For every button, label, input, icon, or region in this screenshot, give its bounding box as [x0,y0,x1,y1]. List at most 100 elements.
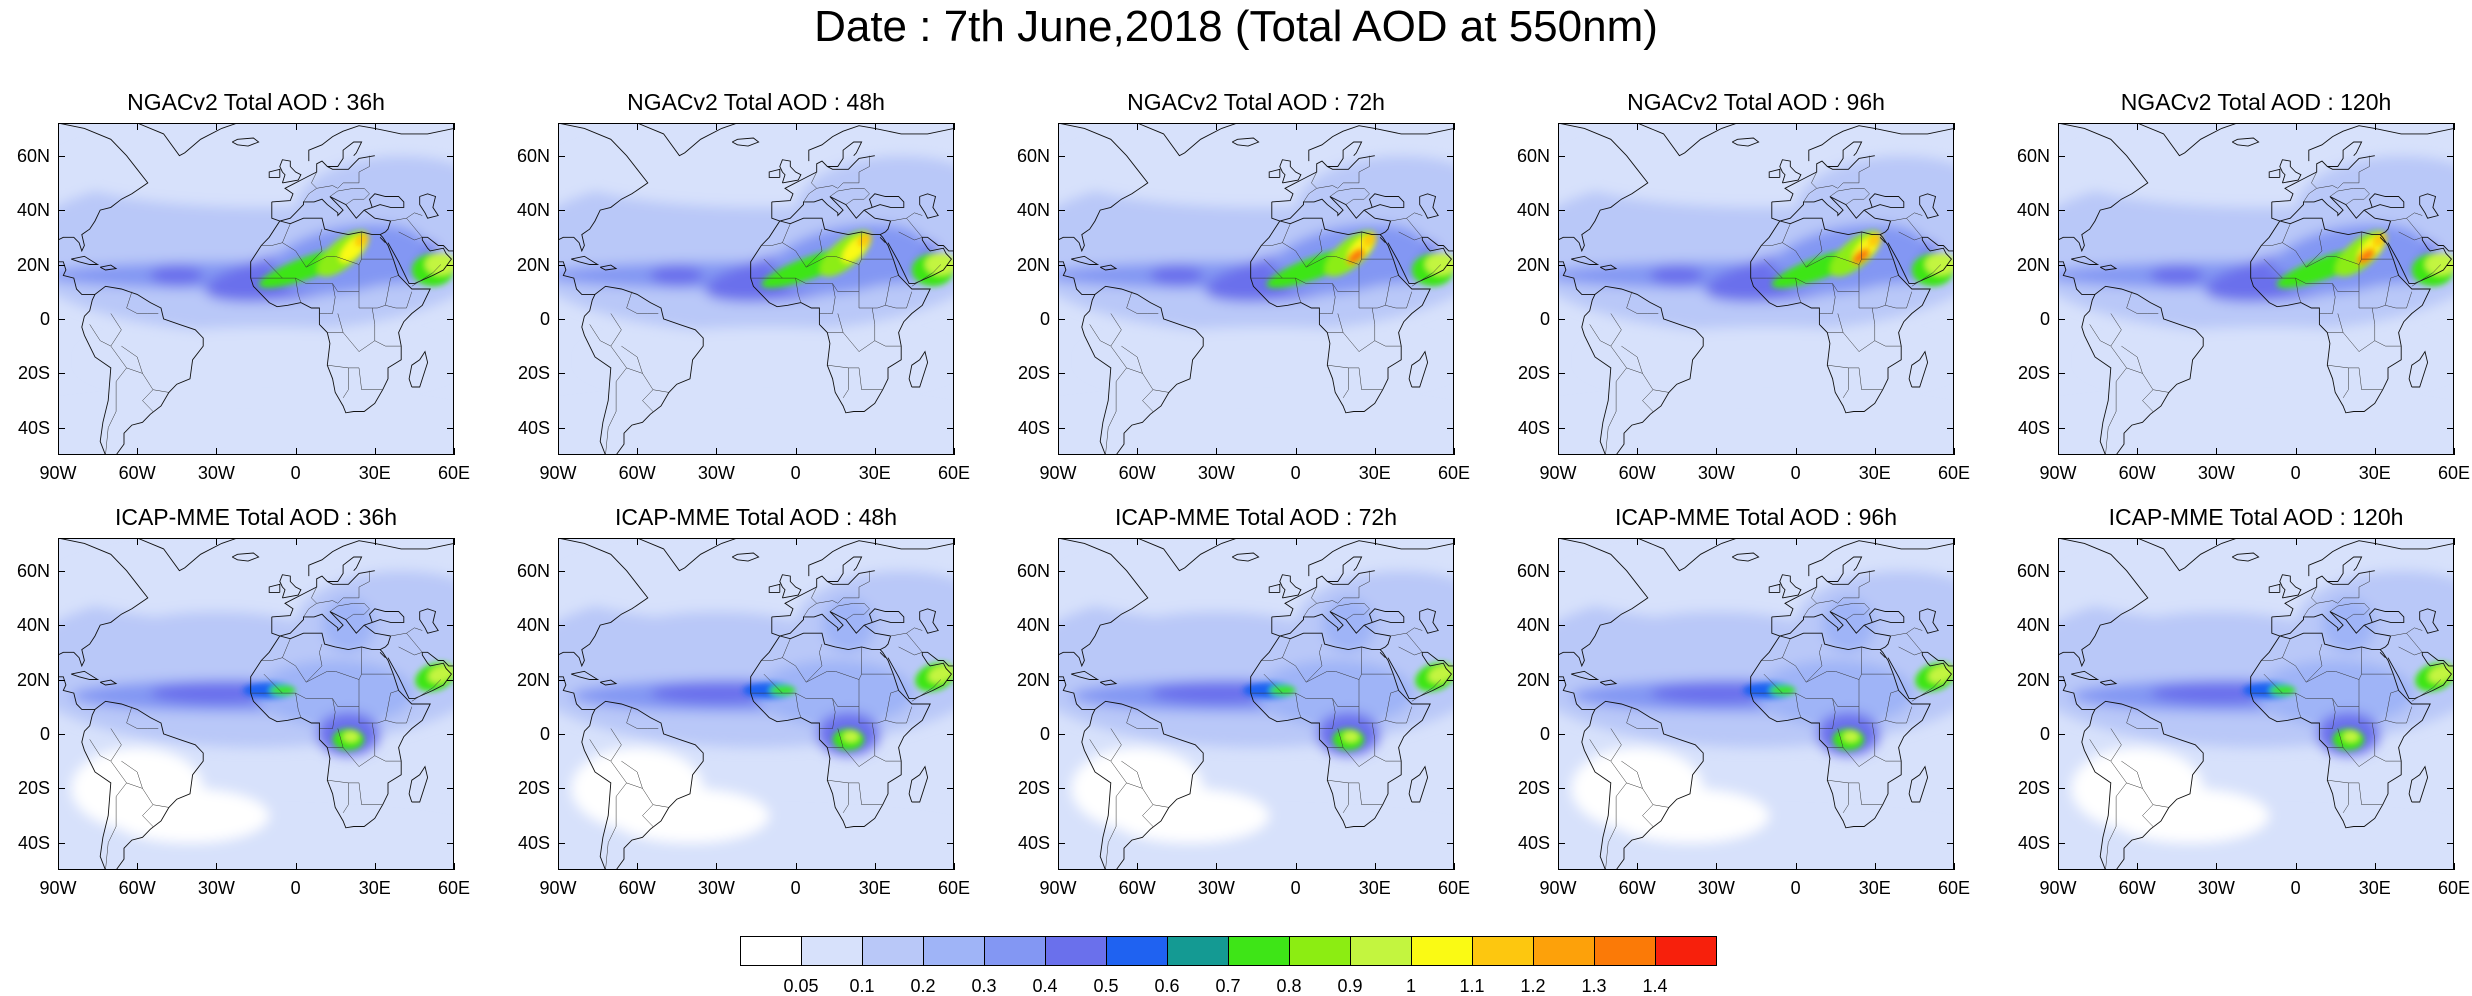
country-border [1911,679,1941,702]
country-border [1121,345,1143,374]
country-border [2342,367,2349,399]
country-border [1411,264,1441,287]
country-border [2295,278,2302,303]
coastline [1768,168,1781,178]
lat-tick-label: 20N [2016,254,2050,275]
coastline [1558,538,1649,668]
lon-tick-label: 90W [2039,463,2077,483]
lat-tick-label: 20S [1517,778,1550,799]
lat-tick [1558,788,1565,790]
country-border [1303,586,1318,618]
lat-tick [1058,210,1065,212]
lon-tick [954,538,955,545]
lon-tick [1637,863,1639,870]
country-border [1406,218,1423,238]
country-border [1105,367,1127,455]
coastline [1094,285,1204,455]
country-border [2263,258,2283,279]
lat-tick [447,373,454,375]
lon-tick [137,863,139,870]
lon-tick-label: 30W [697,878,735,898]
lon-tick [2137,448,2139,455]
coastline [2408,350,2429,388]
lat-tick-label: 0 [1039,723,1050,744]
map-panel-icap-mme-120h: ICAP-MME Total AOD : 120h 60N 40N 20N 0 20S 40… [2017,503,2470,898]
coastline [1879,651,1886,659]
country-border [250,692,396,724]
country-border [390,627,423,637]
aod-plume [756,660,915,726]
coastline [58,123,149,253]
lon-tick [1058,863,1059,870]
country-border [261,638,291,661]
country-border [1319,283,1336,314]
coastline [1922,236,1954,252]
lon-tick [2216,448,2218,455]
coastline [1102,123,1238,157]
country-border [345,193,370,205]
country-border [1819,698,1836,729]
coastline [2268,168,2281,178]
country-border [1885,275,1899,306]
coastline [2327,556,2363,582]
lat-tick [2058,570,2065,572]
lon-tick [2374,538,2376,545]
aod-plume [1295,570,1454,680]
lon-tick [374,863,376,870]
lon-tick [1295,448,1297,455]
coastline [1779,159,1802,184]
coastline [1594,700,1704,870]
lat-tick [2447,373,2454,375]
country-border [406,218,423,238]
country-border [1906,633,1923,653]
coastline [879,651,886,659]
country-border [906,218,923,238]
aod-plume [2295,570,2454,680]
lon-tick [216,448,218,455]
country-border [2110,345,2154,412]
coastline [771,611,873,637]
country-border [911,264,941,287]
lon-tick-label: 30W [2197,878,2235,898]
coastline [1919,193,1939,219]
aod-plume [269,685,296,696]
country-border [1385,275,1399,306]
colorbar-swatch [1350,936,1412,966]
lat-tick [947,842,954,844]
coastline [2379,651,2386,659]
aod-plume [2343,731,2359,743]
lat-tick-label: 40S [1017,832,1050,853]
lon-tick [795,123,797,130]
colorbar-swatch [923,936,985,966]
coastline [1271,155,1375,203]
lat-tick [2058,318,2065,320]
lat-tick-label: 20S [517,363,550,384]
lon-tick-label: 60E [2437,463,2471,483]
lon-tick [1058,448,1059,455]
map-panel-ngacv2-72h: NGACv2 Total AOD : 72h 60N 40N 20N 0 20S 40S 90… [1017,88,1470,483]
lon-tick [2295,538,2297,545]
coastline [2081,294,2112,455]
country-border [2406,633,2423,653]
country-border [337,313,402,352]
lon-tick [1295,123,1297,130]
aod-plume [1425,253,1454,276]
lon-tick-label: 60W [1618,463,1656,483]
coastline [1419,193,1439,219]
lat-tick-label: 40N [516,200,550,221]
lon-tick [874,538,876,545]
aod-map [2058,123,2454,455]
country-border [842,367,849,399]
coastline [2094,285,2204,455]
lon-tick-label: 30E [2358,878,2391,898]
lat-tick [447,570,454,572]
lon-tick [795,538,797,545]
coastline [1863,209,1891,222]
lon-tick [374,123,376,130]
country-border [2152,804,2169,808]
coastline [1099,264,1118,271]
country-border [411,264,441,287]
aod-plume [558,400,954,455]
country-border [110,760,154,827]
country-border [1126,291,1159,314]
